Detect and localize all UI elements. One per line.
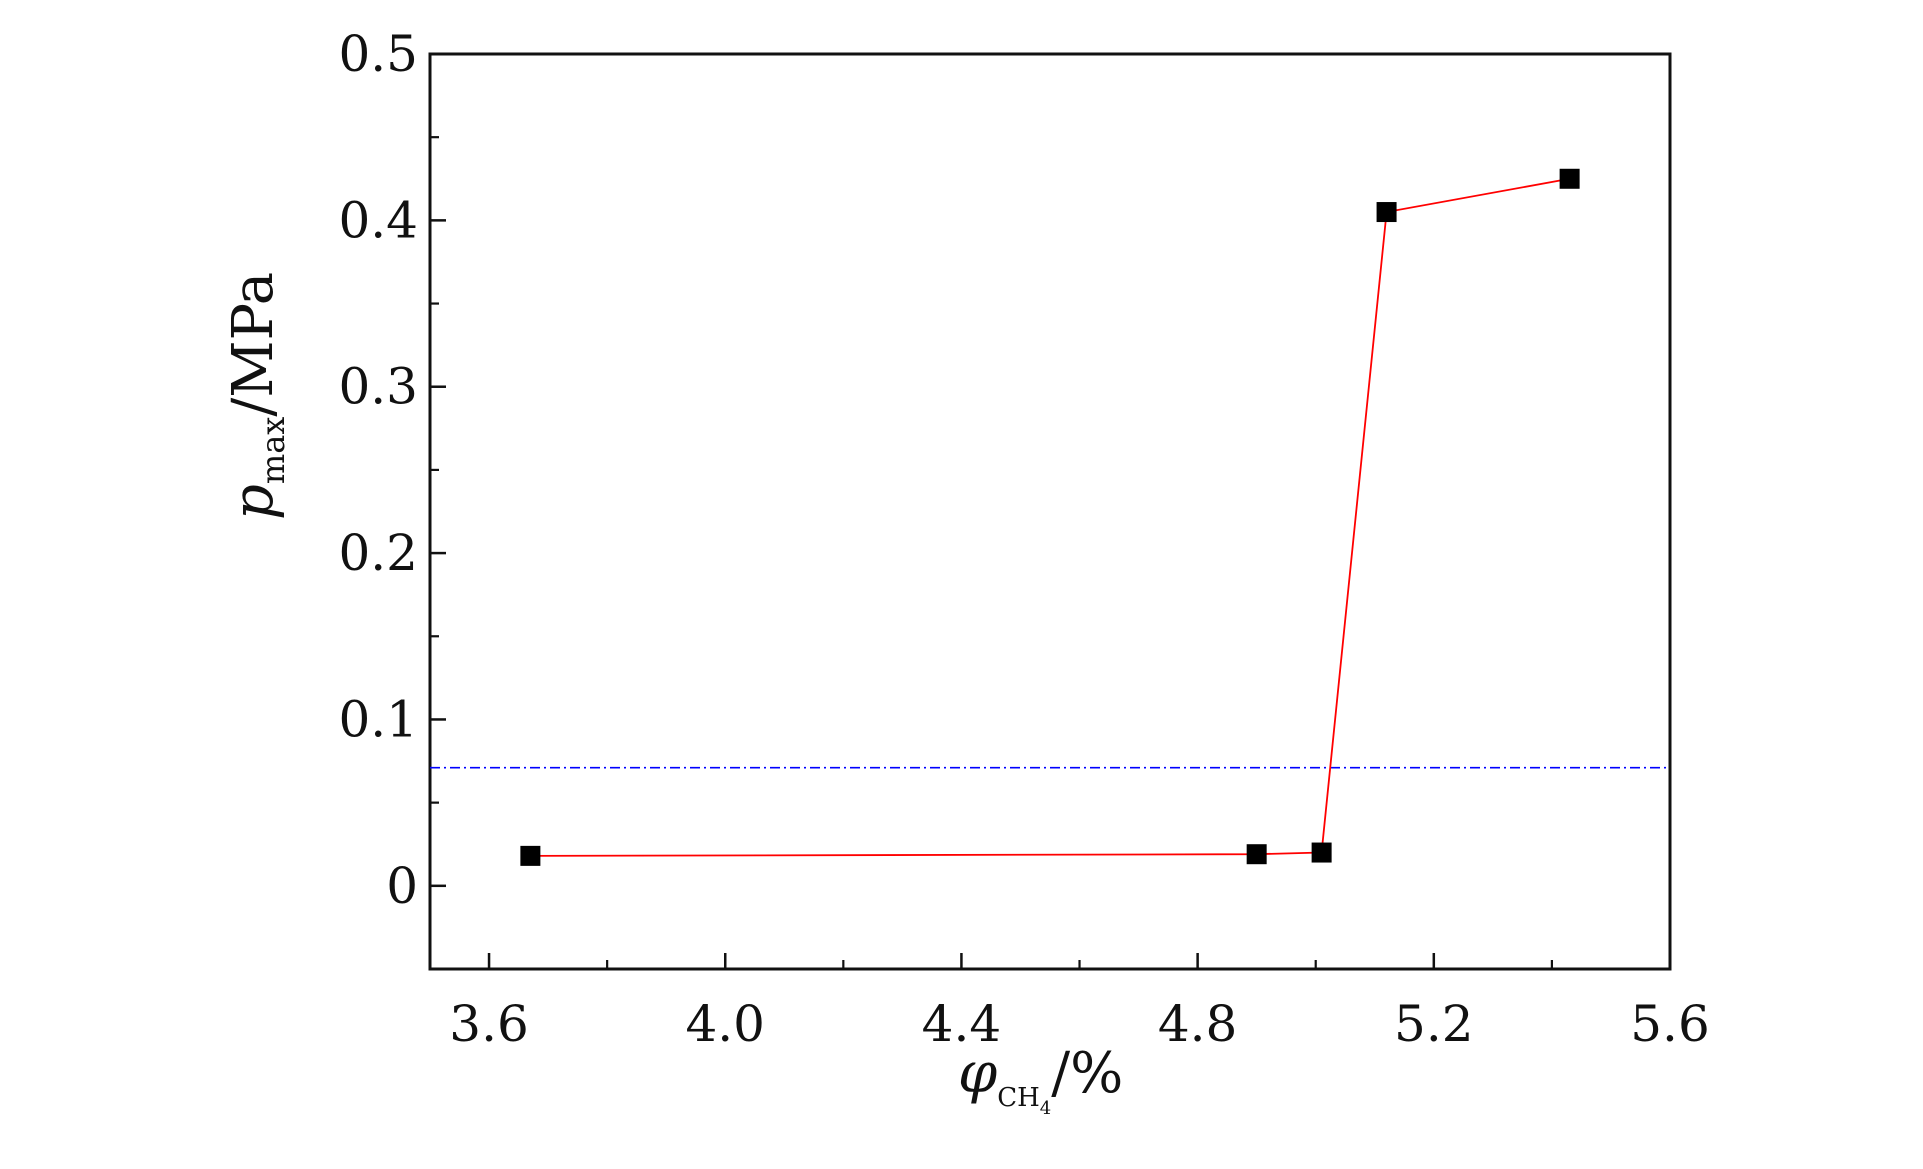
y-tick-label: 0 xyxy=(386,857,418,915)
x-axis-title: φCH4/% xyxy=(958,1041,1123,1119)
y-tick-label: 0.3 xyxy=(338,358,418,416)
x-tick-label: 5.2 xyxy=(1394,995,1474,1053)
x-axis-title-subsub: 4 xyxy=(1040,1098,1051,1119)
series xyxy=(520,168,1580,866)
x-axis-title-main: φ xyxy=(958,1041,997,1106)
y-axis-title-main: p xyxy=(221,484,286,520)
x-axis-title-sub: CH xyxy=(997,1083,1040,1113)
x-tick-label: 4.0 xyxy=(685,995,765,1053)
data-point xyxy=(1246,844,1267,865)
y-tick-label: 0.1 xyxy=(338,690,418,748)
data-point xyxy=(1559,168,1580,189)
x-axis-title-unit: /% xyxy=(1051,1041,1123,1106)
y-axis-title-sub: max xyxy=(254,417,292,484)
x-tick-label: 5.6 xyxy=(1630,995,1710,1053)
y-tick-label: 0.4 xyxy=(338,191,418,249)
x-tick-label: 3.6 xyxy=(449,995,529,1053)
ticks: 3.6 4.0 4.4 4.8 5.2 5.6 0 0.1 0.2 0.3 0.4 0.5 xyxy=(338,25,1709,1053)
plot-area-frame xyxy=(428,52,1672,971)
series-line-0 xyxy=(530,177,1570,857)
y-tick-label: 0.5 xyxy=(338,25,418,83)
data-point xyxy=(1376,202,1397,223)
plot-frame xyxy=(428,52,1672,971)
y-axis-title-unit: /MPa xyxy=(221,272,286,417)
data-point xyxy=(1311,842,1332,863)
x-tick-label: 4.4 xyxy=(922,995,1002,1053)
data-point xyxy=(520,845,541,866)
y-axis-title: pmax/MPa xyxy=(221,272,292,520)
x-tick-label: 4.8 xyxy=(1158,995,1238,1053)
y-tick-label: 0.2 xyxy=(338,524,418,582)
